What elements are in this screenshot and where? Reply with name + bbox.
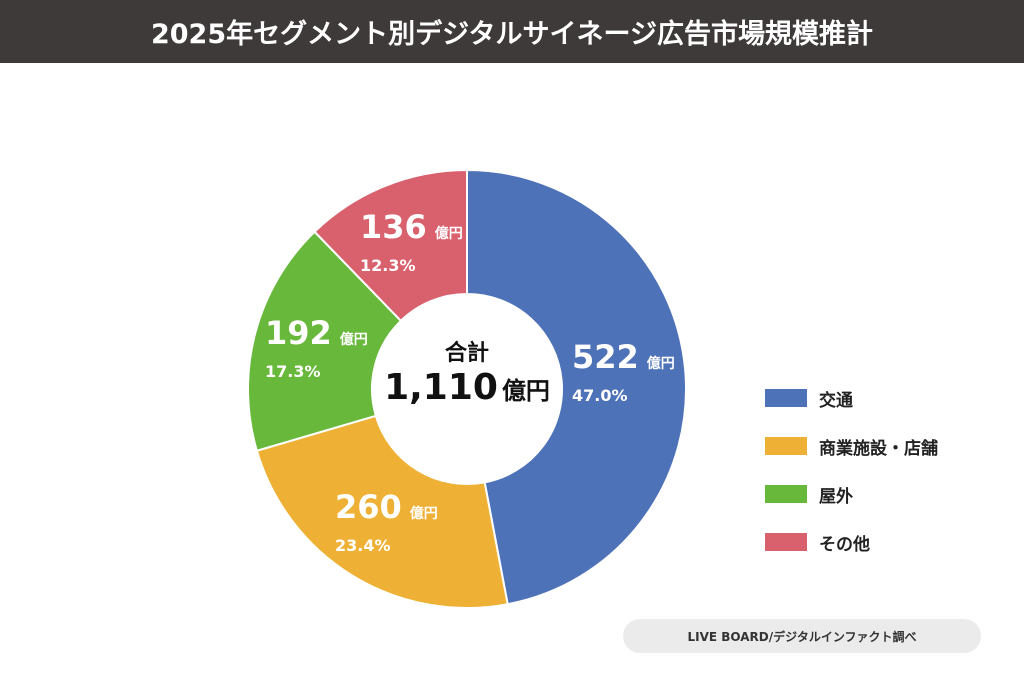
- unit-label: 億円: [409, 506, 438, 522]
- legend-item: 交通: [765, 386, 938, 411]
- percent-label: 47.0%: [572, 386, 628, 405]
- legend-label: 交通: [819, 390, 853, 411]
- legend-swatch: [765, 389, 807, 407]
- slice-1: [255, 414, 509, 609]
- legend-item: 屋外: [765, 482, 938, 507]
- center-total: 合計 1,110 億円: [367, 335, 567, 408]
- source-note: LIVE BOARD/デジタルインファクト調べ: [623, 619, 981, 653]
- center-value: 1,110: [384, 367, 498, 408]
- slice-0: [466, 168, 687, 606]
- center-label: 合計: [444, 341, 489, 366]
- chart-title: 2025年セグメント別デジタルサイネージ広告市場規模推計: [0, 0, 1024, 63]
- value-label: 136: [360, 208, 427, 246]
- data-label: 192 億円 17.3%: [265, 314, 368, 381]
- percent-label: 17.3%: [265, 362, 321, 381]
- legend-swatch: [765, 437, 807, 455]
- legend-label: 屋外: [819, 486, 853, 507]
- unit-label: 億円: [339, 332, 368, 348]
- unit-label: 億円: [646, 356, 675, 372]
- value-label: 522: [572, 338, 639, 376]
- legend: 交通商業施設・店舗 屋外その他: [765, 386, 938, 578]
- value-label: 192: [265, 314, 332, 352]
- data-label: 522 億円 47.0%: [572, 338, 675, 405]
- legend-swatch: [765, 485, 807, 503]
- legend-item: その他: [765, 530, 938, 555]
- percent-label: 12.3%: [360, 256, 416, 275]
- data-label: 136 億円 12.3%: [360, 208, 463, 275]
- slice-3: [313, 168, 468, 323]
- unit-label: 億円: [434, 226, 463, 242]
- percent-label: 23.4%: [335, 536, 391, 555]
- legend-swatch: [765, 533, 807, 551]
- value-label: 260: [335, 488, 402, 526]
- legend-item: 商業施設・店舗: [765, 434, 938, 459]
- slice-2: [247, 230, 403, 452]
- data-label: 260 億円 23.4%: [335, 488, 438, 555]
- legend-label: その他: [819, 534, 870, 555]
- legend-label: 商業施設・店舗: [819, 438, 938, 459]
- center-unit: 億円: [501, 377, 550, 405]
